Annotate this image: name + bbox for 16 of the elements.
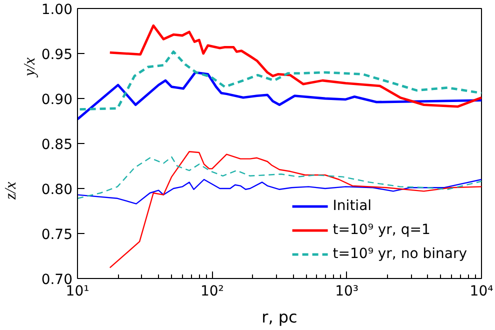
y-tick-label: 0.90: [41, 92, 72, 108]
legend-label: t=10⁹ yr, no binary: [332, 246, 467, 262]
x-axis-title: r, pc: [262, 308, 298, 326]
y-tick-label: 0.80: [41, 182, 72, 198]
x-tick-label: 10³: [335, 284, 359, 300]
y-tick-label: 0.75: [41, 227, 72, 243]
y-tick-label: 0.95: [41, 47, 72, 63]
x-tick-label: 10¹: [66, 284, 90, 300]
x-tick-label: 10⁴: [470, 284, 494, 300]
y-axis-title: y/x: [22, 57, 38, 78]
x-tick-label: 10²: [200, 284, 224, 300]
legend-label: t=10⁹ yr, q=1: [332, 222, 430, 238]
y-tick-label: 0.85: [41, 137, 72, 153]
y-tick-label: 1.00: [41, 2, 72, 18]
text: z/x: [2, 182, 20, 200]
legend-label: Initial: [332, 198, 372, 214]
